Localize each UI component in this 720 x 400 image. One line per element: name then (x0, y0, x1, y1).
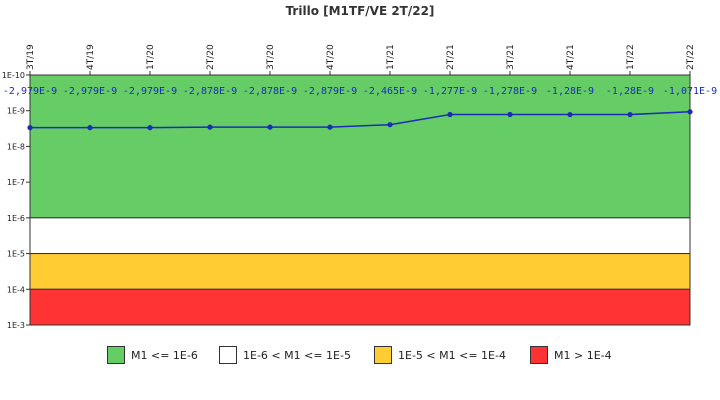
legend-label: 1E-6 < M1 <= 1E-5 (243, 348, 351, 362)
legend-swatch (530, 346, 548, 364)
y-tick-label: 1E-4 (7, 285, 25, 294)
x-tick-label: 3T/20 (266, 44, 276, 70)
data-label: -1,28E-9 (606, 86, 654, 97)
x-tick-label: 2T/22 (686, 44, 696, 70)
y-tick-label: 1E-6 (7, 214, 25, 223)
x-tick-label: 1T/22 (626, 44, 636, 70)
data-point (267, 124, 273, 130)
data-point (567, 111, 573, 118)
x-axis: 3T/19 4T/19 1T/20 2T/20 3T/20 4T/20 1T/21 2T/21… (26, 44, 696, 75)
y-tick-label: 1E-9 (7, 107, 25, 116)
x-tick-label: 4T/21 (566, 44, 576, 70)
data-point (327, 124, 333, 130)
legend-label: 1E-5 < M1 <= 1E-4 (398, 348, 506, 362)
x-tick-label: 2T/20 (206, 44, 216, 70)
data-label: -2,979E-9 (63, 86, 117, 97)
data-label: -2,878E-9 (243, 86, 297, 97)
legend-item: 1E-5 < M1 <= 1E-4 (374, 344, 506, 366)
x-tick-label: 1T/20 (146, 44, 156, 70)
data-label: -1,278E-9 (483, 86, 537, 97)
legend-swatch (374, 346, 392, 364)
x-tick-label: 3T/21 (506, 44, 516, 70)
legend-swatch (219, 346, 237, 364)
data-point (447, 111, 453, 118)
y-tick-label: 1E-10 (2, 71, 25, 80)
data-label: -2,879E-9 (303, 86, 357, 97)
band-1 (29, 217, 691, 255)
data-label: -1,28E-9 (546, 86, 594, 97)
data-labels: -2,979E-9 -2,979E-9 -2,979E-9 -2,878E-9 -2,8… (3, 86, 717, 97)
data-point (687, 109, 693, 115)
y-tick-label: 1E-8 (7, 142, 25, 151)
data-point (627, 111, 633, 118)
data-point (147, 125, 153, 131)
legend-item: M1 <= 1E-6 (107, 344, 198, 366)
legend-label: M1 <= 1E-6 (131, 348, 198, 362)
risk-bands (29, 74, 691, 326)
x-tick-label: 2T/21 (446, 44, 456, 70)
chart-title: Trillo [M1TF/VE 2T/22] (286, 4, 435, 18)
data-point (207, 124, 213, 130)
band-3 (29, 288, 691, 326)
data-label: -1,277E-9 (423, 86, 477, 97)
series-path (30, 111, 691, 129)
legend-item: 1E-6 < M1 <= 1E-5 (219, 344, 351, 366)
y-tick-label: 1E-3 (7, 321, 25, 330)
data-label: -2,465E-9 (363, 86, 417, 97)
y-tick-label: 1E-5 (7, 250, 25, 259)
legend-swatch (107, 346, 125, 364)
legend: M1 <= 1E-6 1E-6 < M1 <= 1E-5 1E-5 < M1 <= … (0, 344, 720, 368)
band-2 (29, 253, 691, 290)
data-label: -1,071E-9 (663, 86, 717, 97)
x-tick-label: 4T/19 (86, 44, 96, 70)
y-tick-label: 1E-7 (7, 178, 25, 187)
y-axis: 1E-10 1E-9 1E-8 1E-7 1E-6 1E-5 1E-4 1E-3 (2, 71, 30, 330)
data-point (27, 125, 33, 131)
data-label: -2,878E-9 (183, 86, 237, 97)
legend-item: M1 > 1E-4 (530, 344, 612, 366)
x-tick-label: 1T/21 (386, 44, 396, 70)
data-point (387, 122, 393, 128)
x-tick-label: 4T/20 (326, 44, 336, 70)
data-label: -2,979E-9 (123, 86, 177, 97)
data-label: -2,979E-9 (3, 86, 57, 97)
x-tick-label: 3T/19 (26, 44, 36, 70)
data-point (87, 125, 93, 131)
series-line (27, 109, 693, 131)
legend-label: M1 > 1E-4 (554, 348, 612, 362)
data-point (507, 111, 513, 118)
band-0 (29, 74, 691, 219)
